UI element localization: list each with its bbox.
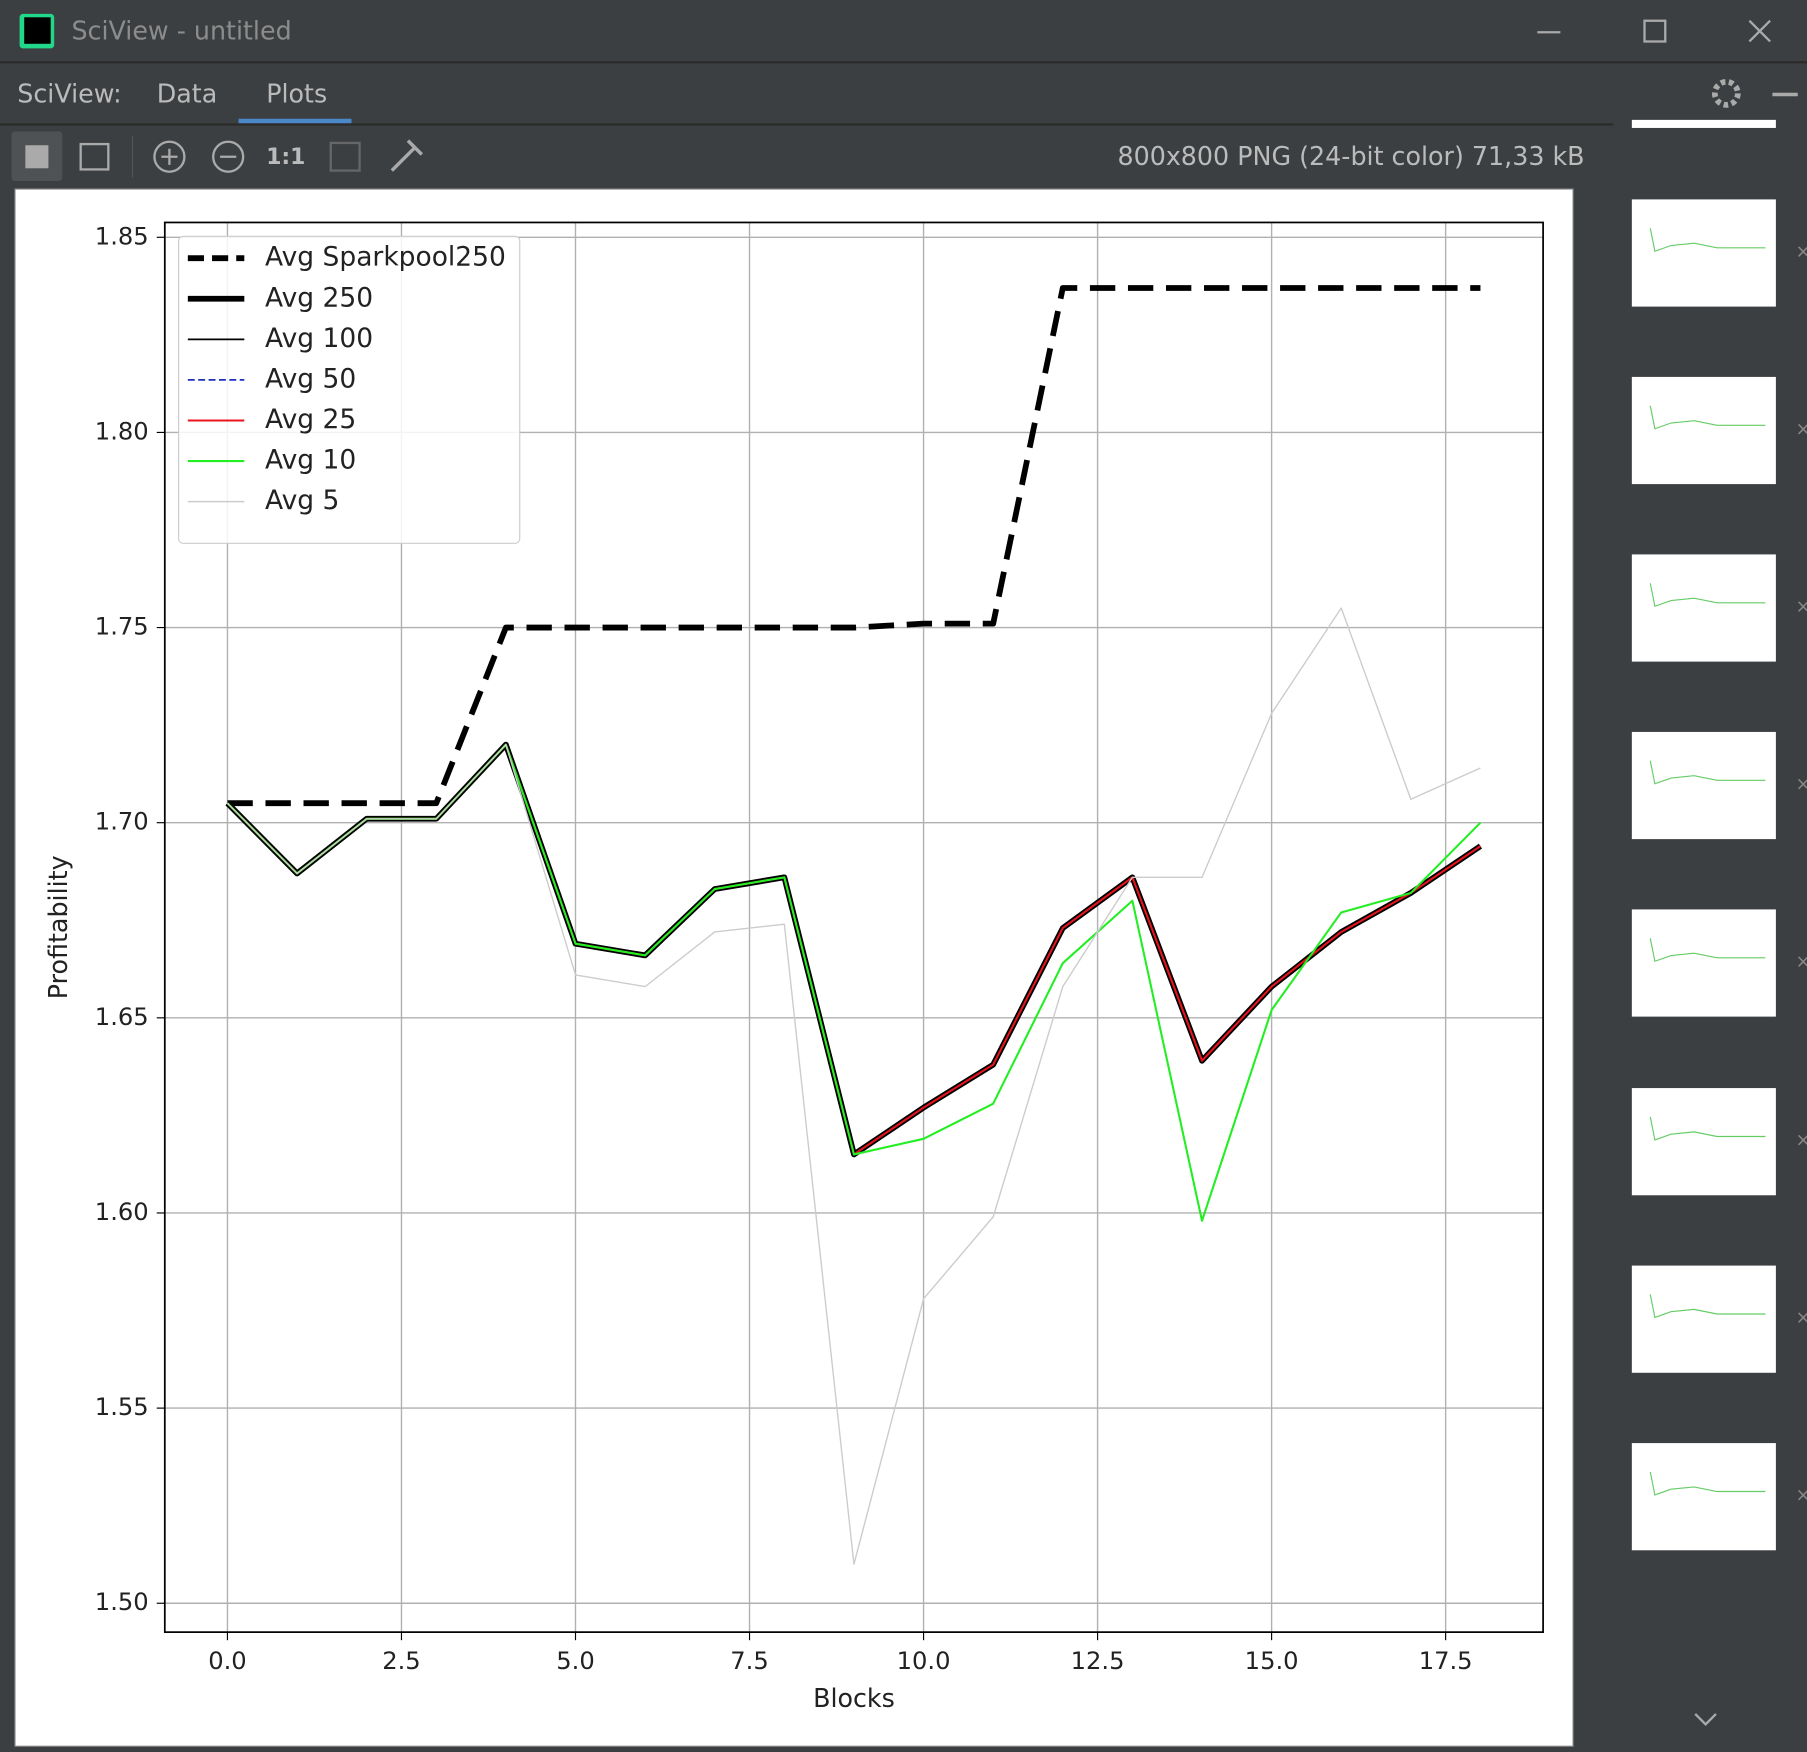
scroll-down-button[interactable] [1694, 1713, 1717, 1726]
grid-button[interactable] [79, 142, 110, 171]
y-tick-label: 1.65 [95, 1003, 149, 1031]
image-info: 800x800 PNG (24-bit color) 71,33 kB [1117, 141, 1584, 171]
thumbnail-preview [1649, 583, 1766, 608]
legend-label: Avg 10 [265, 445, 356, 476]
thumbnail-preview [1649, 405, 1766, 430]
tab-plots[interactable]: Plots [266, 79, 327, 109]
y-tick-label: 1.50 [95, 1588, 149, 1616]
x-tick-label: 15.0 [1245, 1647, 1299, 1675]
color-picker-button[interactable] [390, 139, 424, 172]
series-line [227, 285, 1481, 807]
y-tick-label: 1.80 [95, 417, 149, 445]
thumbnail-preview [1649, 228, 1766, 253]
maximize-button[interactable] [1643, 19, 1667, 43]
thumbnail-close[interactable]: × [1795, 1308, 1807, 1329]
y-tick-label: 1.55 [95, 1393, 149, 1421]
thumbnail-preview [1649, 1294, 1766, 1319]
active-tab-indicator [238, 118, 352, 124]
x-axis-label: Blocks [813, 1683, 895, 1713]
zoom-in-button[interactable] [153, 140, 186, 173]
x-tick-label: 5.0 [556, 1647, 594, 1675]
y-tick-label: 1.75 [95, 613, 149, 641]
thumbnail[interactable] [1631, 199, 1776, 307]
thumbnail[interactable] [1631, 554, 1776, 662]
thumbnail-preview [1649, 1471, 1766, 1496]
thumbnail-close[interactable]: × [1795, 1130, 1807, 1151]
thumbnail[interactable] [1631, 119, 1776, 128]
thumbnail-preview [1649, 938, 1766, 963]
y-axis-label: Profitability [43, 855, 73, 999]
thumbnail-close[interactable]: × [1795, 241, 1807, 262]
y-tick-label: 1.70 [95, 808, 149, 836]
zoom-out-button[interactable] [212, 140, 245, 173]
series-line [226, 607, 1481, 1565]
legend-label: Avg 250 [265, 282, 373, 313]
chart: 0.0 2.5 5.0 7.5 10.0 12.5 15.0 17.5 1.50 1.55 1.60… [43, 221, 1544, 1713]
legend-label: Avg Sparkpool250 [265, 242, 506, 273]
plot-frame [163, 221, 1544, 1633]
actual-size-button[interactable]: 1:1 [266, 145, 305, 170]
thumbnail[interactable] [1631, 909, 1776, 1017]
legend-label: Avg 100 [265, 323, 373, 354]
thumbnail[interactable] [1631, 731, 1776, 840]
tabs-label: SciView: [17, 79, 121, 109]
y-tick-label: 1.85 [95, 222, 149, 250]
legend-box [178, 235, 521, 544]
tab-data[interactable]: Data [157, 79, 218, 109]
title-bar [0, 0, 1807, 63]
fit-button[interactable] [329, 141, 361, 172]
thumbnail[interactable] [1631, 376, 1776, 485]
app-icon-inner [24, 17, 51, 44]
thumbnail[interactable] [1631, 1443, 1776, 1551]
thumbnail-preview [1649, 1116, 1766, 1141]
window-title: SciView - untitled [71, 15, 291, 45]
legend-label: Avg 25 [265, 404, 356, 435]
thumbnail[interactable] [1631, 1265, 1776, 1373]
settings-button[interactable] [1711, 78, 1741, 108]
x-tick-label: 12.5 [1071, 1647, 1125, 1675]
thumbnail-close[interactable]: × [1795, 774, 1807, 795]
thumbnail[interactable] [1631, 1088, 1776, 1196]
thumbnail-close[interactable]: × [1795, 596, 1807, 617]
zoom-in-icon [161, 148, 178, 165]
thumbnail-preview [1649, 760, 1766, 785]
x-tick-label: 7.5 [730, 1647, 768, 1675]
close-button[interactable] [1748, 19, 1771, 43]
x-tick-label: 0.0 [208, 1647, 246, 1675]
x-tick-label: 2.5 [382, 1647, 420, 1675]
chessboard-icon [25, 145, 49, 169]
y-tick-label: 1.60 [95, 1198, 149, 1226]
thumbnail-close[interactable]: × [1795, 951, 1807, 972]
legend-label: Avg 50 [265, 363, 356, 394]
thumbnail-close[interactable]: × [1795, 419, 1807, 440]
x-tick-label: 17.5 [1419, 1647, 1473, 1675]
x-tick-label: 10.0 [897, 1647, 951, 1675]
legend-label: Avg 5 [265, 485, 339, 516]
thumbnail-close[interactable]: × [1795, 1485, 1807, 1506]
